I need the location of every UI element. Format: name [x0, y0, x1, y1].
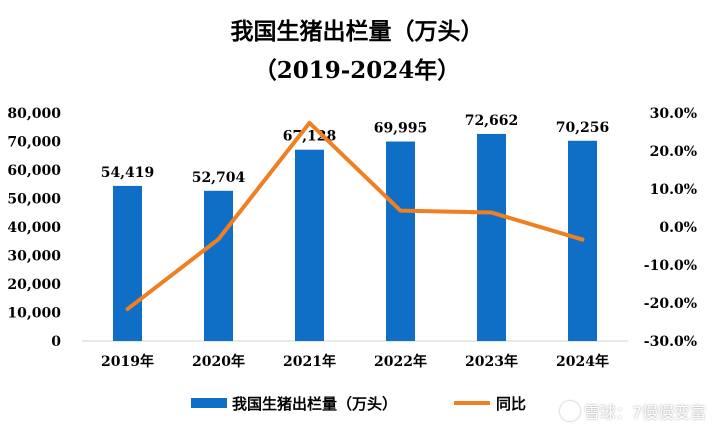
y-right-tick-label: -30.0%	[644, 334, 697, 350]
bar-value-label: 69,995	[374, 121, 428, 137]
y-right-tick-label: -20.0%	[644, 296, 697, 312]
y-left-tick-label: 50,000	[7, 192, 61, 208]
bar	[477, 133, 506, 341]
legend-label-line: 同比	[496, 395, 526, 413]
bar	[204, 190, 233, 341]
x-tick-label: 2023年	[465, 353, 518, 370]
x-tick-label: 2020年	[192, 353, 245, 370]
chart-marks: 80,000 70,000 60,000 50,000 40,000 30,000 20,0…	[7, 106, 697, 413]
y-left-tick-label: 80,000	[7, 106, 61, 122]
watermark-text: 雪球：7慢慢变富	[583, 403, 706, 422]
snowball-logo-icon	[559, 401, 580, 421]
legend-label-bar: 我国生猪出栏量（万头）	[232, 395, 397, 413]
x-tick-label: 2024年	[556, 353, 609, 370]
x-tick-label: 2019年	[101, 353, 154, 370]
watermark: 雪球：7慢慢变富	[559, 399, 706, 423]
bar-value-label: 52,704	[192, 170, 246, 186]
chart-title: 我国生猪出栏量（万头）	[231, 18, 484, 45]
y-left-tick-label: 40,000	[7, 220, 61, 236]
y-left-tick-label: 30,000	[7, 249, 61, 265]
y-left-tick-label: 10,000	[7, 306, 61, 322]
y-right-tick-label: 0.0%	[659, 220, 697, 236]
y-right-tick-label: 20.0%	[650, 144, 697, 160]
chart-subtitle: （2019-2024年）	[254, 57, 461, 84]
legend-swatch-bar	[191, 398, 227, 408]
bar	[113, 185, 142, 341]
bar-value-label: 70,256	[556, 120, 610, 136]
y-left-tick-label: 20,000	[7, 277, 61, 293]
series-line-yoy	[125, 120, 585, 312]
bar	[295, 149, 324, 341]
y-right-tick-label: 10.0%	[650, 182, 697, 198]
bar	[386, 141, 415, 341]
y-left-tick-label: 70,000	[7, 135, 61, 151]
y-right-tick-label: 30.0%	[650, 106, 697, 122]
y-left-tick-label: 0	[51, 334, 61, 350]
bar-value-label: 72,662	[465, 113, 519, 129]
y-left-tick-label: 60,000	[7, 163, 61, 179]
bar-value-label: 54,419	[101, 165, 155, 181]
y-right-tick-label: -10.0%	[644, 258, 697, 274]
x-tick-label: 2022年	[374, 353, 427, 370]
x-tick-label: 2021年	[283, 353, 336, 370]
